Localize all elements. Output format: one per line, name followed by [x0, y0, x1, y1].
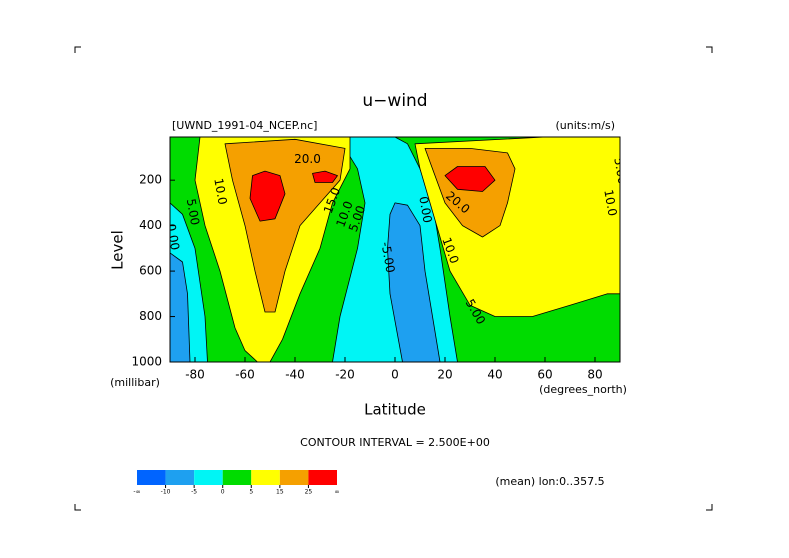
x-tick-label: -80 [185, 368, 205, 382]
footnote: (mean) lon:0..357.5 [495, 475, 604, 488]
colorbar-label: -5 [191, 489, 197, 496]
contour-interval: CONTOUR INTERVAL = 2.500E+00 [300, 436, 490, 449]
colorbar-label: 0 [221, 489, 225, 496]
colorbar-cell [222, 470, 252, 485]
y-tick-label: 600 [139, 264, 162, 278]
colorbar-label: 15 [276, 489, 284, 496]
x-tick-label: 40 [487, 368, 502, 382]
x-tick-label: 0 [391, 368, 399, 382]
contour-label: 0.00 [416, 195, 434, 224]
y-tick-label: 200 [139, 173, 162, 187]
contour-fill [424, 148, 516, 238]
colorbar-label: 5 [249, 489, 253, 496]
y-tick-label: 1000 [131, 355, 162, 369]
colorbar-cell [308, 470, 337, 485]
y-tick-label: 400 [139, 218, 162, 232]
colorbar-label: -10 [161, 489, 171, 496]
y-units: (millibar) [110, 376, 160, 389]
contour-label: 5.00 [184, 198, 202, 227]
colorbar-edge-label: -∞ [133, 489, 140, 496]
colorbar-label: 25 [305, 489, 313, 496]
x-tick-label: -20 [335, 368, 355, 382]
y-axis-label: Level [109, 230, 127, 270]
x-tick-label: 20 [437, 368, 452, 382]
chart-title: u−wind [362, 91, 427, 111]
x-tick-label: -60 [235, 368, 255, 382]
field: 20.010.05.000.0015.010.05.00-5.005.0010.… [164, 137, 629, 362]
contour-fill [170, 252, 191, 362]
contour-fill [444, 166, 496, 192]
contour-label: -5.00 [378, 241, 397, 274]
corner-marks [74, 46, 713, 511]
contour-label: 0.00 [164, 223, 182, 252]
x-tick-label: 80 [587, 368, 602, 382]
x-tick-label: -40 [285, 368, 305, 382]
colorbar-cell [251, 470, 280, 485]
contour-fill [387, 202, 441, 362]
y-tick-label: 800 [139, 309, 162, 323]
x-units: (degrees_north) [539, 383, 627, 396]
colorbar-edge-label: ∞ [335, 489, 340, 496]
contour-label: 5.00 [611, 157, 629, 186]
x-axis-label: Latitude [364, 401, 426, 419]
colorbar-cell [279, 470, 309, 485]
units-label: (units:m/s) [556, 119, 616, 132]
contour-fill [249, 170, 286, 222]
contour-label: 20.0 [294, 152, 321, 166]
colorbar-cell [194, 470, 223, 485]
x-tick-label: 60 [537, 368, 552, 382]
file-label: [UWND_1991-04_NCEP.nc] [172, 119, 317, 132]
colorbar-cell [137, 470, 166, 485]
contour-fill [312, 170, 338, 183]
colorbar-cell [165, 470, 195, 485]
contour-label: 10.0 [211, 177, 229, 206]
contour-label: 10.0 [601, 188, 619, 217]
